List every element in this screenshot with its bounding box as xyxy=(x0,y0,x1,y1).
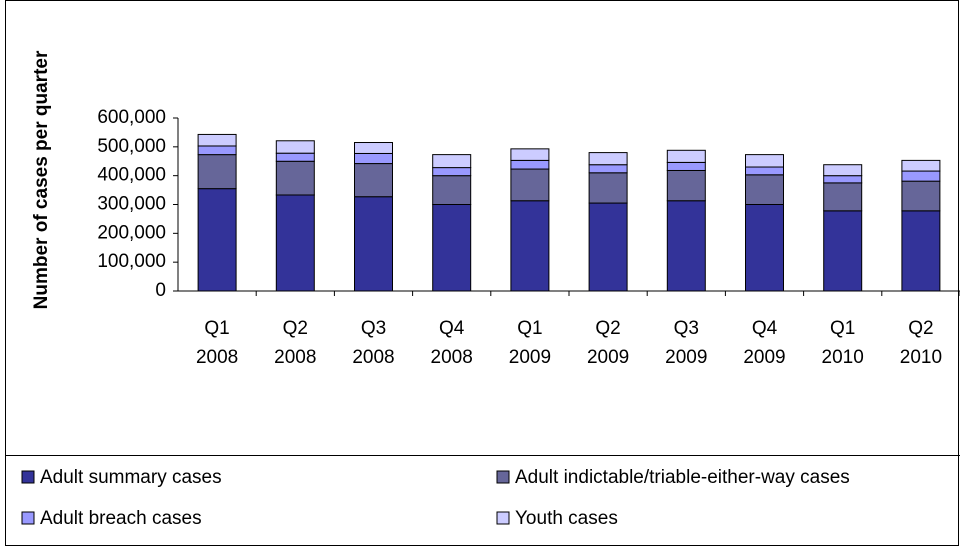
bar-segment xyxy=(666,169,706,202)
bar-segment xyxy=(354,152,393,165)
y-axis-label: Number of cases per quarter xyxy=(31,50,52,309)
x-tick-label: Q3 2009 xyxy=(665,318,708,368)
bar-segment xyxy=(901,180,941,212)
bar-segment xyxy=(510,168,550,202)
bar-segment xyxy=(275,160,315,196)
bar-segment xyxy=(197,145,237,156)
legend-label: Youth cases xyxy=(515,508,618,529)
bar-segment xyxy=(666,161,706,171)
y-tick-label: 300,000 xyxy=(97,194,166,215)
bar-segment xyxy=(745,166,784,176)
y-tick-label: 0 xyxy=(155,280,166,301)
legend-label: Adult breach cases xyxy=(40,508,202,529)
bar-segment xyxy=(197,133,237,147)
legend-label: Adult summary cases xyxy=(40,467,222,488)
x-tick-label: Q2 2010 xyxy=(899,318,943,368)
legend-swatch xyxy=(21,470,35,484)
y-tick-label: 400,000 xyxy=(97,165,166,186)
x-tick-label: Q1 2008 xyxy=(195,318,239,368)
bar-segment xyxy=(510,200,550,292)
bar-segment xyxy=(197,188,237,292)
bar-segment xyxy=(901,159,941,172)
bar-segment xyxy=(901,170,941,182)
bar-segment xyxy=(275,152,315,162)
bar-segment xyxy=(588,172,628,204)
chart-border xyxy=(5,0,959,546)
legend-swatch xyxy=(21,511,35,525)
bar-segment xyxy=(823,175,863,184)
x-tick-label: Q2 2008 xyxy=(274,318,317,368)
bar-segment xyxy=(275,194,315,292)
bar-segment xyxy=(823,182,863,212)
y-tick-label: 100,000 xyxy=(97,251,166,272)
x-tick-label: Q4 2009 xyxy=(743,318,786,368)
bar-segment xyxy=(197,154,237,190)
bar-segment xyxy=(354,196,393,292)
bar-segment xyxy=(510,148,550,161)
x-tick-label: Q1 2010 xyxy=(821,318,864,368)
bar-segment xyxy=(666,200,706,292)
bar-segment xyxy=(588,164,628,174)
bar-segment xyxy=(510,159,550,170)
bar-segment xyxy=(823,210,863,292)
bar-segment xyxy=(901,210,941,292)
bar-segment xyxy=(432,175,472,206)
bar-segment xyxy=(666,149,706,163)
bar-segment xyxy=(588,152,628,166)
bar-segment xyxy=(823,164,863,177)
bar-segment xyxy=(588,202,628,292)
bar-segment xyxy=(432,167,472,177)
x-tick-label: Q3 2008 xyxy=(352,318,395,368)
bar-segment xyxy=(275,140,315,154)
legend-label: Adult indictable/triable-either-way case… xyxy=(515,467,850,488)
legend-swatch xyxy=(496,470,510,484)
y-tick-label: 200,000 xyxy=(97,222,166,243)
y-tick-label: 600,000 xyxy=(97,107,166,128)
x-tick-label: Q2 2009 xyxy=(586,318,630,368)
legend-swatch xyxy=(496,511,510,525)
y-tick-label: 500,000 xyxy=(97,136,166,157)
bar-segment xyxy=(354,142,393,154)
x-tick-label: Q4 2008 xyxy=(430,318,473,368)
x-tick-label: Q1 2009 xyxy=(508,318,552,368)
bar-segment xyxy=(745,204,784,292)
bar-segment xyxy=(745,174,784,205)
bar-segment xyxy=(432,154,472,169)
bar-segment xyxy=(354,163,393,198)
bar-segment xyxy=(745,154,784,168)
bar-segment xyxy=(432,204,472,292)
